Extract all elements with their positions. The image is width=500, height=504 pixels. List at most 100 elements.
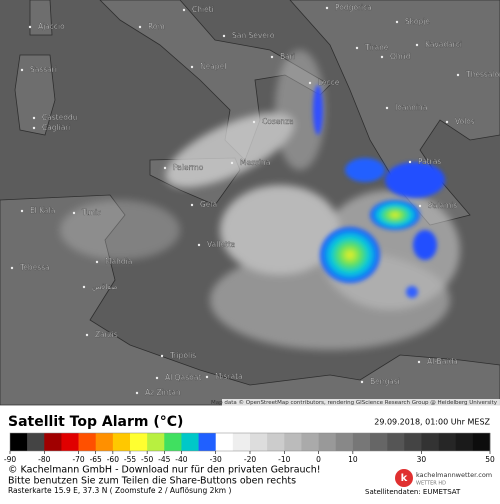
- colorbar-tick-label: -45: [158, 455, 170, 464]
- legend-title: Satellit Top Alarm (°C): [8, 414, 183, 430]
- colorbar-segment: [44, 433, 62, 451]
- city-label: Tripolis: [169, 351, 196, 360]
- colorbar-tick-label: 30: [417, 455, 427, 464]
- city-dot: [418, 204, 422, 208]
- colorbar-segment: [335, 433, 354, 451]
- colorbar-segment: [438, 433, 457, 451]
- city-label: Tebessa: [19, 263, 50, 272]
- colorbar-segment: [318, 433, 337, 451]
- colorbar-segment: [198, 433, 217, 451]
- city-label: Neapel: [200, 62, 226, 71]
- colorbar-tick-label: -70: [72, 455, 84, 464]
- city-dot: [197, 243, 201, 247]
- city-dot: [355, 46, 359, 50]
- city-label: Sassari: [30, 65, 57, 74]
- city-dot: [182, 8, 186, 12]
- city-label: Cosenza: [262, 117, 294, 126]
- raster-info: Rasterkarte 15.9 E, 37.3 N ( Zoomstufe 2…: [8, 486, 231, 495]
- city-dot: [417, 360, 421, 364]
- city-dot: [270, 55, 274, 59]
- colorbar-segment: [455, 433, 474, 451]
- colorbar-tick-label: -90: [4, 455, 16, 464]
- city-label: Al-Baida: [427, 357, 458, 366]
- city-dot: [190, 65, 194, 69]
- city-label: Tirane: [364, 43, 389, 52]
- city-dot: [135, 391, 139, 395]
- colorbar-segment: [472, 433, 491, 451]
- colorbar-segment: [10, 433, 28, 451]
- legend-panel: Satellit Top Alarm (°C) 29.09.2018, 01:0…: [0, 406, 500, 500]
- city-dot: [308, 81, 312, 85]
- colorbar-tick-label: -60: [107, 455, 119, 464]
- city-dot: [385, 106, 389, 110]
- city-label: Valletta: [207, 240, 235, 249]
- colorbar-tick-label: -40: [175, 455, 187, 464]
- city-dot: [95, 260, 99, 264]
- colorbar-tick-label: -30: [210, 455, 222, 464]
- city-dot: [163, 166, 167, 170]
- city-label: Al Qasbat: [165, 373, 201, 382]
- city-label: Ohrid: [390, 52, 411, 61]
- city-dot: [85, 333, 89, 337]
- colorbar-segment: [78, 433, 97, 451]
- colorbar-segment: [164, 433, 182, 451]
- colorbar-segment: [370, 433, 388, 451]
- city-dot: [138, 25, 142, 29]
- colorbar-tick-label: 50: [485, 455, 495, 464]
- colorbar-segment: [250, 433, 268, 451]
- city-label: Cagliari: [42, 123, 71, 132]
- city-label: Az Zintan: [145, 388, 181, 397]
- logo-subtext: WETTER HD: [416, 481, 446, 487]
- colorbar-tick-label: -55: [124, 455, 136, 464]
- city-label: Chieti: [192, 5, 214, 14]
- city-label: Lecce: [318, 78, 340, 87]
- attribution: Map data © OpenStreetMap contributors, r…: [211, 399, 498, 406]
- colorbar-segment: [181, 433, 199, 451]
- colorbar-segment: [404, 433, 422, 451]
- city-dot: [72, 211, 76, 215]
- logo-text: kachelmannwetter.com: [416, 471, 492, 479]
- colorbar-segment: [352, 433, 371, 451]
- city-label: Ioannina: [395, 103, 427, 112]
- colorbar-segment: [421, 433, 439, 451]
- city-dot: [82, 285, 86, 289]
- colorbar-tick-label: -20: [244, 455, 256, 464]
- city-dot: [252, 120, 256, 124]
- city-label: Skopje: [405, 17, 430, 26]
- city-label: Mahdia: [105, 257, 132, 266]
- colorbar-segment: [387, 433, 405, 451]
- city-dot: [20, 209, 24, 213]
- city-label: San Severo: [232, 31, 275, 40]
- colorbar-segment: [112, 433, 131, 451]
- colorbar-segment: [95, 433, 114, 451]
- colorbar-tick-label: -50: [141, 455, 153, 464]
- logo-icon: [395, 469, 413, 487]
- colorbar-segment: [61, 433, 79, 451]
- city-label: Thessaloniki: [465, 70, 500, 79]
- city-dot: [408, 160, 412, 164]
- colorbar-tick-label: -65: [90, 455, 102, 464]
- source: Satellitendaten: EUMETSAT: [365, 488, 461, 496]
- city-label: Bengasi: [370, 377, 400, 386]
- city-dot: [20, 68, 24, 72]
- colorbar-tick-label: -80: [38, 455, 50, 464]
- colorbar-segment: [301, 433, 319, 451]
- city-dot: [222, 34, 226, 38]
- map: Ajaccio Rom Chieti Podgorica Skopje Sassari Sa…: [0, 0, 500, 406]
- city-dot: [155, 376, 159, 380]
- city-dot: [28, 25, 32, 29]
- timestamp: 29.09.2018, 01:00 Uhr MESZ: [374, 418, 490, 427]
- colorbar-segment: [232, 433, 251, 451]
- colorbar-segment: [147, 433, 165, 451]
- city-label: Casteddu: [42, 113, 78, 122]
- share-note: Bitte benutzen Sie zum Teilen die Share-…: [8, 476, 296, 487]
- city-label: صفاقس: [92, 282, 118, 291]
- colorbar-segment: [130, 433, 148, 451]
- city-label: Salamis: [428, 201, 457, 210]
- city-dot: [230, 161, 234, 165]
- city-dot: [32, 116, 36, 120]
- city-dot: [10, 266, 14, 270]
- city-dot: [160, 354, 164, 358]
- logo-letter: k: [401, 473, 408, 484]
